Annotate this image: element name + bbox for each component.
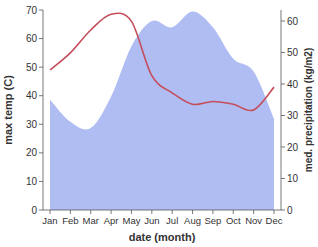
y-tick-label: 70 <box>26 5 38 16</box>
y2-tick <box>281 21 285 22</box>
x-axis <box>43 210 281 211</box>
x-tick-label: Apr <box>104 215 119 226</box>
y2-tick-label: 30 <box>287 110 299 121</box>
y2-tick-label: 0 <box>287 205 293 216</box>
y-tick <box>39 38 43 39</box>
y-tick-label: 20 <box>26 147 38 158</box>
x-tick-label: Aug <box>184 215 201 226</box>
y-tick <box>39 152 43 153</box>
x-tick-label: Mar <box>83 215 99 226</box>
x-tick <box>274 210 275 214</box>
y-tick-label: 30 <box>26 119 38 130</box>
x-tick-label: Nov <box>245 215 262 226</box>
y2-tick-label: 60 <box>287 16 299 27</box>
y2-label: med. precipitation (kg/m2) <box>303 48 314 172</box>
x-tick <box>233 210 234 214</box>
x-tick <box>253 210 254 214</box>
chart: 0 10 20 30 40 50 60 70 0 10 20 30 40 50 60 Jan Feb Mar Apr… <box>0 0 318 247</box>
x-tick <box>212 210 213 214</box>
y2-tick-label: 10 <box>287 173 299 184</box>
y-label: max temp (C) <box>2 75 14 145</box>
y-tick <box>39 124 43 125</box>
x-tick <box>70 210 71 214</box>
y-axis <box>43 10 44 210</box>
x-tick <box>131 210 132 214</box>
x-tick-label: Jun <box>144 215 159 226</box>
x-tick <box>192 210 193 214</box>
y2-tick-label: 40 <box>287 79 299 90</box>
y2-tick <box>281 84 285 85</box>
y2-tick <box>281 147 285 148</box>
x-label: date (month) <box>129 231 196 243</box>
y2-tick <box>281 178 285 179</box>
y-tick-label: 60 <box>26 33 38 44</box>
y-tick <box>39 67 43 68</box>
y-tick-label: 50 <box>26 62 38 73</box>
y2-tick <box>281 115 285 116</box>
x-tick <box>50 210 51 214</box>
y2-tick <box>281 210 285 211</box>
y2-tick-label: 20 <box>287 142 299 153</box>
x-tick <box>151 210 152 214</box>
y-tick-label: 10 <box>26 176 38 187</box>
x-tick <box>90 210 91 214</box>
y-tick <box>39 181 43 182</box>
x-tick-label: Dec <box>266 215 283 226</box>
y-tick-label: 40 <box>26 90 38 101</box>
y-tick <box>39 210 43 211</box>
x-tick-label: Jan <box>42 215 57 226</box>
y2-tick-label: 50 <box>287 47 299 58</box>
x-tick-label: Oct <box>226 215 241 226</box>
y2-tick <box>281 52 285 53</box>
y2-axis <box>281 10 282 210</box>
y-tick <box>39 10 43 11</box>
precip-area <box>50 12 274 210</box>
temp-line <box>50 13 274 110</box>
x-tick-label: Sep <box>204 215 221 226</box>
plot-marks <box>50 12 274 210</box>
x-tick <box>172 210 173 214</box>
x-tick <box>111 210 112 214</box>
y-tick-label: 0 <box>31 205 37 216</box>
x-tick-label: Feb <box>62 215 78 226</box>
x-tick-label: May <box>122 215 140 226</box>
x-tick-label: Jul <box>166 215 178 226</box>
y-tick <box>39 95 43 96</box>
